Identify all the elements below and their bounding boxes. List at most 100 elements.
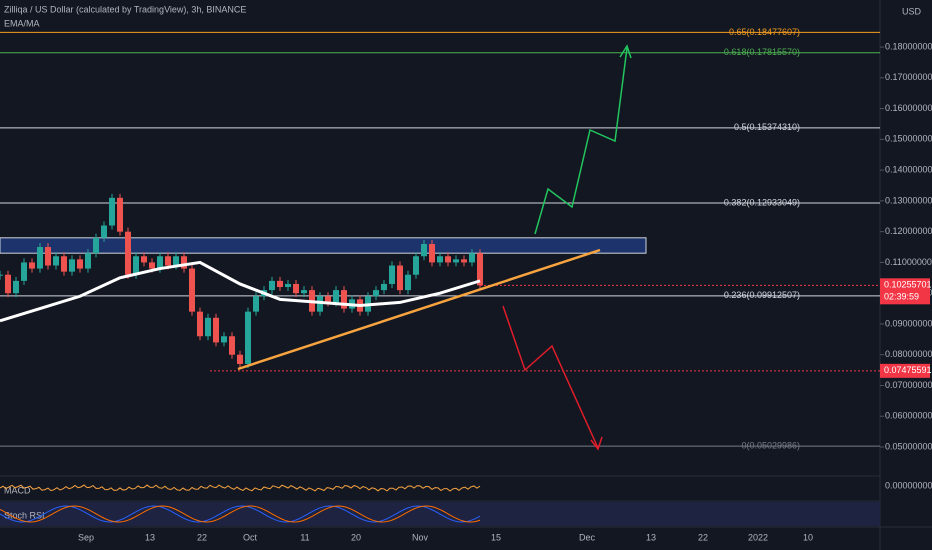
candle bbox=[61, 256, 67, 272]
candle bbox=[45, 247, 51, 266]
price-tag bbox=[880, 278, 930, 305]
macd-line bbox=[0, 484, 481, 492]
price-tag-label: 0.10255701 bbox=[884, 280, 932, 290]
projection-up bbox=[534, 47, 628, 235]
macd-axis-label: 0.00000000 bbox=[885, 480, 932, 490]
time-label: 2022 bbox=[748, 532, 768, 542]
fib-label: 0.382(0.12933049) bbox=[724, 197, 800, 207]
symbol-title: Zilliqa / US Dollar (calculated by Tradi… bbox=[4, 4, 246, 14]
candle bbox=[381, 283, 387, 291]
candle bbox=[197, 311, 203, 337]
price-tick-label: 0.09000000 bbox=[885, 318, 932, 328]
candle bbox=[269, 280, 275, 291]
time-label: 10 bbox=[803, 532, 813, 542]
trendline bbox=[237, 248, 601, 371]
candle bbox=[85, 253, 91, 269]
fib-label: 0.236(0.09912507) bbox=[724, 290, 800, 300]
candle bbox=[189, 268, 195, 312]
time-label: Oct bbox=[243, 532, 258, 542]
candle bbox=[445, 256, 451, 263]
candle bbox=[93, 237, 99, 254]
time-label: 22 bbox=[698, 532, 708, 542]
price-tick-label: 0.05000000 bbox=[885, 441, 932, 451]
candle bbox=[285, 283, 291, 288]
candle bbox=[413, 256, 419, 275]
candle bbox=[21, 262, 27, 281]
candle bbox=[0, 274, 3, 276]
projection-down bbox=[502, 305, 599, 449]
macd-label: MACD bbox=[4, 485, 31, 495]
price-tick-label: 0.07000000 bbox=[885, 380, 932, 390]
time-label: Sep bbox=[78, 532, 94, 542]
candle bbox=[293, 283, 299, 294]
candle bbox=[5, 274, 11, 294]
candle bbox=[165, 256, 171, 266]
time-label: 11 bbox=[300, 532, 309, 542]
candle bbox=[117, 197, 123, 232]
candle bbox=[277, 280, 283, 288]
candle bbox=[341, 290, 347, 309]
candle bbox=[437, 256, 443, 263]
candle bbox=[101, 225, 107, 238]
price-tick-label: 0.17000000 bbox=[885, 72, 932, 82]
price-tick-label: 0.16000000 bbox=[885, 103, 932, 113]
price-tick-label: 0.18000000 bbox=[885, 41, 932, 51]
candle bbox=[37, 247, 43, 269]
fib-label: 0.618(0.17815570) bbox=[724, 47, 800, 57]
candle bbox=[373, 290, 379, 297]
ema-line bbox=[0, 260, 481, 323]
candle bbox=[325, 296, 331, 303]
chart-layer: 0.05000000 0.06000000 0.07000000 0.08000000… bbox=[0, 27, 932, 542]
stoch-k bbox=[0, 505, 481, 523]
candle bbox=[69, 259, 75, 272]
candle bbox=[469, 253, 475, 263]
candle bbox=[133, 256, 139, 275]
candle bbox=[213, 317, 219, 343]
fib-label: 0(0.05029986) bbox=[741, 440, 800, 450]
candle bbox=[421, 243, 427, 257]
arrowhead-down bbox=[590, 436, 603, 451]
candle bbox=[53, 256, 59, 266]
candle bbox=[205, 317, 211, 337]
resistance-zone bbox=[0, 237, 647, 254]
candle bbox=[253, 296, 259, 312]
price-tick-label: 0.13000000 bbox=[885, 195, 932, 205]
candle bbox=[477, 253, 483, 286]
arrowhead-up bbox=[619, 44, 632, 59]
candle bbox=[229, 336, 235, 355]
candle bbox=[125, 231, 131, 275]
candle bbox=[237, 354, 243, 364]
indicator-label: EMA/MA bbox=[4, 18, 40, 28]
price-tick-label: 0.06000000 bbox=[885, 411, 932, 421]
candle bbox=[13, 280, 19, 294]
price-tick-label: 0.12000000 bbox=[885, 226, 932, 236]
time-label: Nov bbox=[412, 532, 429, 542]
candle bbox=[301, 290, 307, 294]
fib-label: 0.65(0.18477607) bbox=[729, 27, 800, 37]
candle bbox=[245, 311, 251, 364]
stoch-d bbox=[0, 505, 481, 523]
price-tag bbox=[880, 363, 930, 378]
time-label: 15 bbox=[491, 532, 501, 542]
candle bbox=[109, 197, 115, 226]
fib-label: 0.5(0.15374310) bbox=[734, 122, 800, 132]
candle bbox=[453, 259, 459, 263]
price-tick-label: 0.14000000 bbox=[885, 165, 932, 175]
candle bbox=[149, 262, 155, 269]
candle bbox=[397, 265, 403, 291]
candle bbox=[429, 243, 435, 263]
currency-label: USD bbox=[902, 6, 922, 16]
time-label: 22 bbox=[197, 532, 207, 542]
candle bbox=[157, 256, 163, 269]
candle bbox=[461, 259, 467, 263]
candle bbox=[333, 290, 339, 303]
price-tick-label: 0.08000000 bbox=[885, 349, 932, 359]
time-label: 13 bbox=[646, 532, 656, 542]
candle bbox=[389, 265, 395, 284]
time-label: Dec bbox=[579, 532, 596, 542]
price-tag-label: 0.07475591 bbox=[884, 365, 932, 375]
candle bbox=[77, 259, 83, 269]
time-label: 20 bbox=[351, 532, 361, 542]
